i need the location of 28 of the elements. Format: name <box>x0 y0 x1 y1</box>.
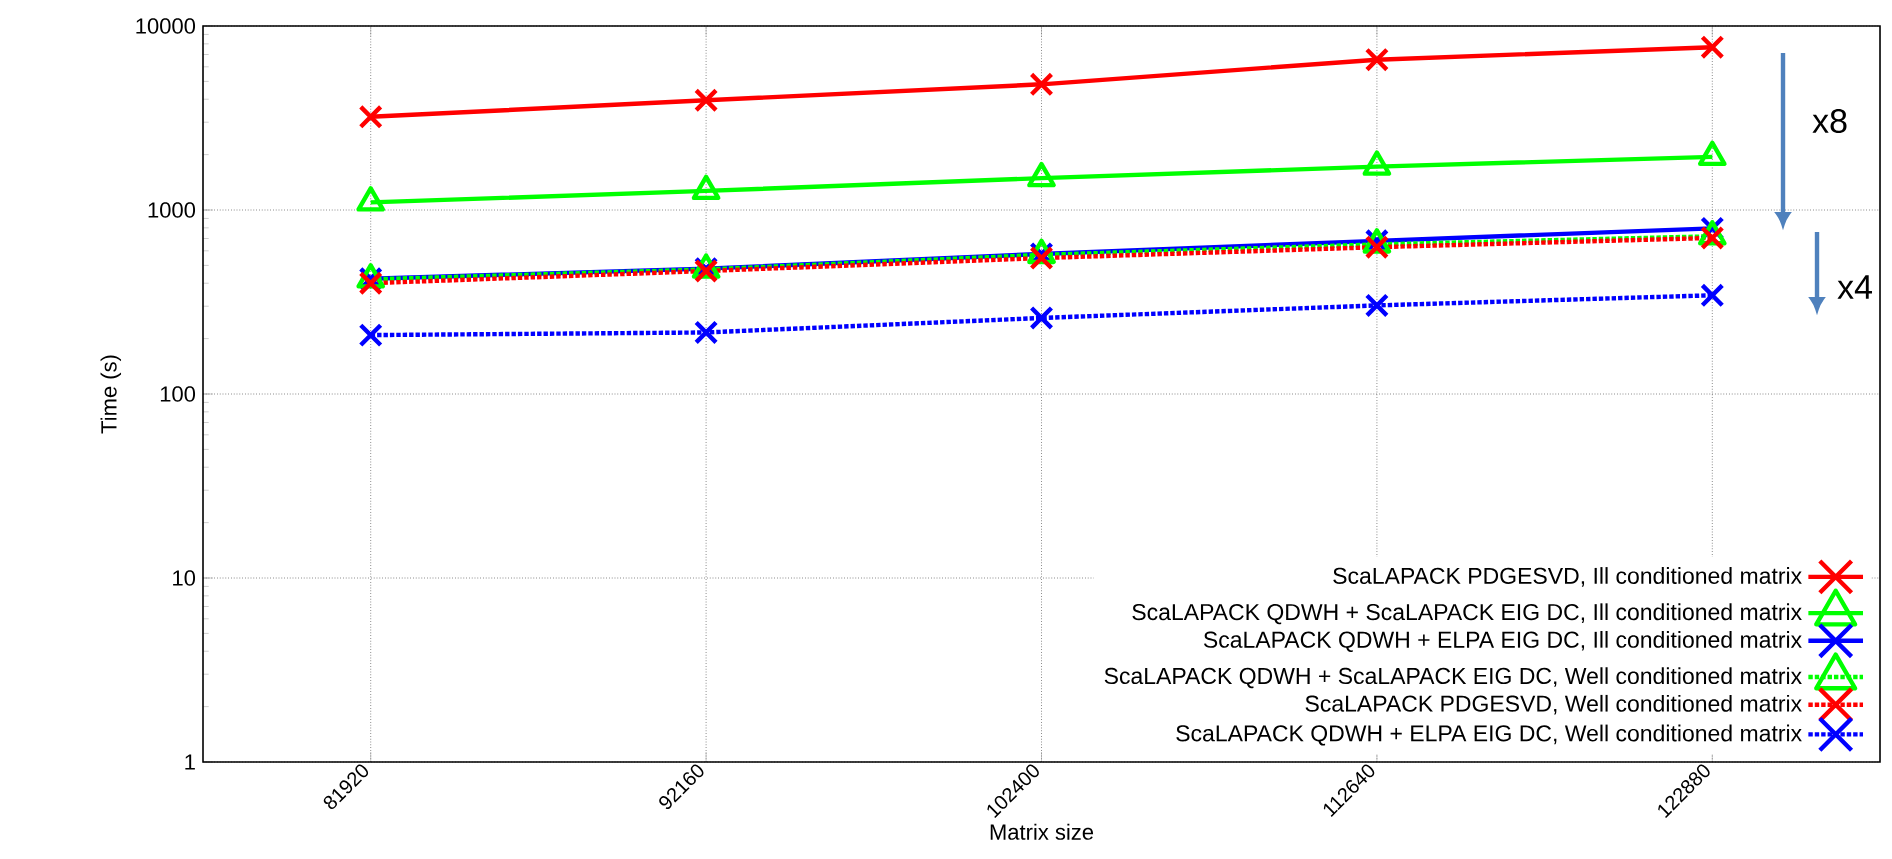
point <box>1364 235 1389 260</box>
legend-label: ScaLAPACK QDWH + ELPA EIG DC, Ill conditioned matrix <box>1203 631 1802 653</box>
y-axis-title: Time (s) <box>100 355 122 434</box>
legend-label: ScaLAPACK PDGESVD, Well conditioned matrix <box>1305 694 1802 715</box>
y-tick-label: 10000 <box>136 18 196 34</box>
y-tick-label: 100 <box>160 386 196 402</box>
point <box>1700 283 1725 308</box>
annotation: x4 <box>1837 275 1872 299</box>
x-axis-title: Matrix size <box>990 823 1094 840</box>
point <box>358 271 383 296</box>
y-tick-label: 10 <box>173 570 196 586</box>
y-tick-label: 1000 <box>148 202 196 218</box>
legend-label: ScaLAPACK PDGESVD, Ill conditioned matrix <box>1333 567 1802 587</box>
legend-label: ScaLAPACK QDWH + ELPA EIG DC, Well conditioned matrix <box>1176 724 1802 746</box>
annotation: x8 <box>1812 108 1847 134</box>
point <box>694 320 719 345</box>
legend-label: ScaLAPACK QDWH + ScaLAPACK EIG DC, Ill conditioned matrix <box>1132 603 1802 625</box>
point <box>1029 305 1054 331</box>
point <box>358 323 383 348</box>
point <box>1364 293 1389 318</box>
point <box>1029 72 1054 97</box>
point <box>1700 225 1725 251</box>
legend-label: ScaLAPACK QDWH + ScaLAPACK EIG DC, Well conditioned matrix <box>1104 667 1802 689</box>
point <box>1364 47 1389 72</box>
y-tick-label: 1 <box>185 754 195 770</box>
point <box>694 88 719 113</box>
point <box>1700 35 1725 60</box>
point <box>358 104 383 129</box>
